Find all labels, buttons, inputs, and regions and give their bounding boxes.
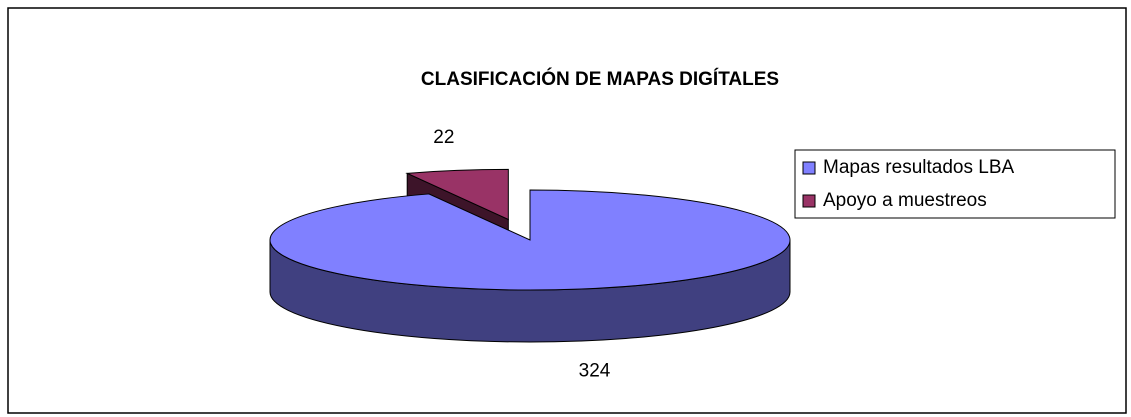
legend-box xyxy=(794,149,1116,219)
legend-swatch xyxy=(802,161,816,175)
legend-label: Mapas resultados LBA xyxy=(823,157,1014,178)
slice-top xyxy=(269,189,791,291)
legend-label: Apoyo a muestreos xyxy=(823,190,987,211)
legend-swatch xyxy=(802,194,816,208)
slice xyxy=(269,189,791,343)
data-label: 22 xyxy=(433,127,454,148)
chart-title: CLASIFICACIÓN DE MAPAS DIGÍTALES xyxy=(421,68,779,90)
slice-top xyxy=(405,168,509,221)
data-label: 324 xyxy=(579,360,611,381)
